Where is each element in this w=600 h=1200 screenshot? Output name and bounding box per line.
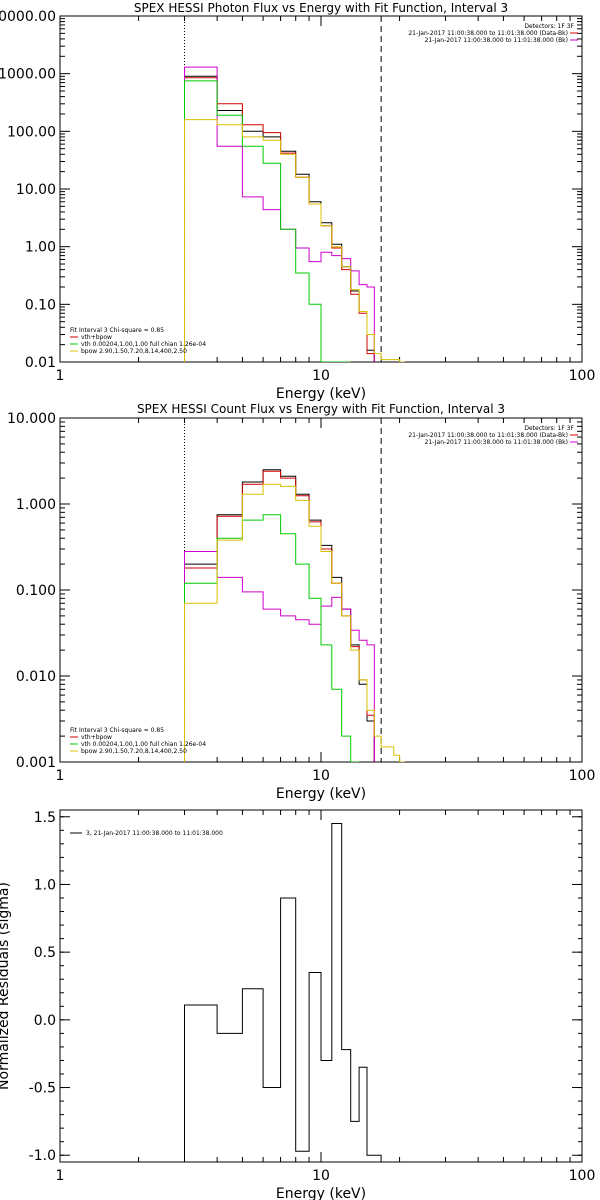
series-data-line bbox=[184, 823, 382, 1162]
legend-top: 3, 21-Jan-2017 11:00:38.000 to 11:01:38.… bbox=[70, 830, 223, 837]
y-tick-label: 0.10 bbox=[25, 297, 56, 313]
series-data_minus_bk-line bbox=[184, 77, 375, 362]
legend-entry-text: 21-Jan-2017 11:00:38.000 to 11:01:38.000… bbox=[408, 432, 568, 439]
plot-area bbox=[184, 823, 382, 1162]
legend-entry-text: vth 0.00204,1.00,1.00 full chian 1.26e-0… bbox=[81, 741, 206, 748]
x-axis-label: Energy (keV) bbox=[276, 1186, 366, 1200]
y-tick-label: 1000.00 bbox=[0, 67, 56, 83]
series-bk-line bbox=[184, 551, 375, 762]
y-tick-label: 1.5 bbox=[34, 810, 56, 826]
chart-title: SPEX HESSI Count Flux vs Energy with Fit… bbox=[137, 402, 505, 416]
x-tick-label: 10 bbox=[312, 368, 330, 384]
x-tick-label: 1 bbox=[56, 1168, 65, 1184]
legend-bottom: Fit Interval 3 Chi-square = 0.85vth+bpow… bbox=[70, 727, 206, 755]
y-tick-label: 0.001 bbox=[16, 755, 56, 771]
y-tick-label: 10.000 bbox=[7, 411, 56, 427]
legend-entry-text: 21-Jan-2017 11:00:38.000 to 11:01:38.000… bbox=[425, 37, 568, 44]
x-tick-label: 100 bbox=[569, 368, 596, 384]
y-tick-label: 100.00 bbox=[7, 124, 56, 140]
x-tick-label: 100 bbox=[569, 1168, 596, 1184]
legend-entry-text: 21-Jan-2017 11:00:38.000 to 11:01:38.000… bbox=[408, 30, 568, 37]
legend-entry-text: bpow 2.90,1.50,7.20,8.14,400,2.50 bbox=[81, 348, 187, 355]
chart-panel-3: 1 10 100 -1.0 -0.5 0.0 0.5 1.0 1.5 Energy (keV) No… bbox=[0, 809, 596, 1200]
x-axis-label: Energy (keV) bbox=[276, 786, 366, 802]
y-tick-label: 0.010 bbox=[16, 669, 56, 685]
series-bpow-line bbox=[184, 483, 406, 762]
x-tick-label: 1 bbox=[56, 768, 65, 784]
y-tick-label: 1.0 bbox=[34, 877, 56, 893]
y-tick-label: 0.5 bbox=[34, 945, 56, 961]
plot-area bbox=[184, 418, 406, 762]
x-axis-label: Energy (keV) bbox=[276, 386, 366, 402]
series-vth-line bbox=[184, 80, 351, 362]
y-tick-label: 0.100 bbox=[16, 583, 56, 599]
legend-entry-text: vth+bpow bbox=[81, 334, 112, 341]
y-tick-label: 0.0 bbox=[34, 1013, 56, 1029]
legend-header: Detectors: 1F 3F bbox=[524, 23, 574, 30]
legend-entry-text: 3, 21-Jan-2017 11:00:38.000 to 11:01:38.… bbox=[86, 830, 223, 837]
y-tick-label: -1.0 bbox=[29, 1148, 56, 1164]
legend-entry-text: vth+bpow bbox=[81, 734, 112, 741]
series-bk-line bbox=[184, 66, 375, 362]
chart-title: SPEX HESSI Photon Flux vs Energy with Fi… bbox=[134, 1, 508, 15]
y-tick-label: 1.00 bbox=[25, 240, 56, 256]
legend-header: Fit Interval 3 Chi-square = 0.85 bbox=[70, 727, 164, 734]
x-tick-label: 10 bbox=[312, 1168, 330, 1184]
y-tick-label: -0.5 bbox=[29, 1081, 56, 1097]
legend-entry-text: 21-Jan-2017 11:00:38.000 to 11:01:38.000… bbox=[425, 439, 568, 446]
x-tick-label: 1 bbox=[56, 368, 65, 384]
legend-header: Detectors: 1F 3F bbox=[524, 425, 574, 432]
plot-area bbox=[184, 16, 406, 362]
legend-entry-text: bpow 2.90,1.50,7.20,8.14,400,2.50 bbox=[81, 748, 187, 755]
chart-panel-1: SPEX HESSI Photon Flux vs Energy with Fi… bbox=[0, 1, 595, 402]
legend-bottom: Fit Interval 3 Chi-square = 0.85vth+bpow… bbox=[70, 327, 206, 355]
series-bpow-line bbox=[184, 119, 406, 362]
legend-header: Fit Interval 3 Chi-square = 0.85 bbox=[70, 327, 164, 334]
y-tick-label: 0.01 bbox=[25, 355, 56, 371]
y-tick-label: 1.000 bbox=[16, 497, 56, 513]
y-axis-label: Normalized Residuals (sigma) bbox=[0, 882, 12, 1090]
legend-entry-text: vth 0.00204,1.00,1.00 full chian 1.26e-0… bbox=[81, 341, 206, 348]
y-tick-label: 10.00 bbox=[16, 182, 56, 198]
x-tick-label: 100 bbox=[569, 768, 596, 784]
chart-panel-2: SPEX HESSI Count Flux vs Energy with Fit… bbox=[7, 402, 595, 802]
series-vth-line bbox=[184, 514, 360, 762]
plot-frame bbox=[59, 417, 583, 763]
x-tick-label: 10 bbox=[312, 768, 330, 784]
y-tick-label: 10000.00 bbox=[0, 9, 56, 25]
